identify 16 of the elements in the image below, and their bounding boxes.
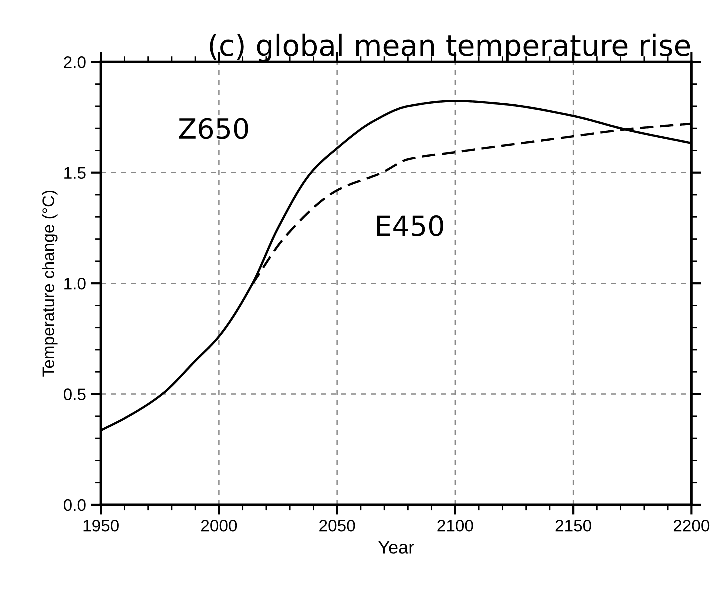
x-tick-label: 2100 xyxy=(438,520,474,532)
x-axis-title: Year xyxy=(378,541,414,554)
y-tick-label: 1.5 xyxy=(64,167,86,180)
chart-title: (c) global mean temperature rise xyxy=(210,34,690,62)
x-tick-label: 2050 xyxy=(320,520,356,532)
y-tick-label: 0.0 xyxy=(64,499,86,512)
y-axis-title: Temperature change (°C) xyxy=(42,190,58,377)
y-tick-label: 2.0 xyxy=(64,56,86,68)
x-tick-label: 2200 xyxy=(674,520,710,532)
y-tick-label: 1.0 xyxy=(64,278,86,290)
x-tick-label: 2000 xyxy=(202,520,238,532)
x-tick-label: 1950 xyxy=(84,520,119,532)
series-label: E450 xyxy=(377,215,444,236)
text: Z650 xyxy=(179,118,248,140)
y-tick-label: 0.5 xyxy=(64,388,86,400)
x-tick-label: 2150 xyxy=(556,520,592,532)
